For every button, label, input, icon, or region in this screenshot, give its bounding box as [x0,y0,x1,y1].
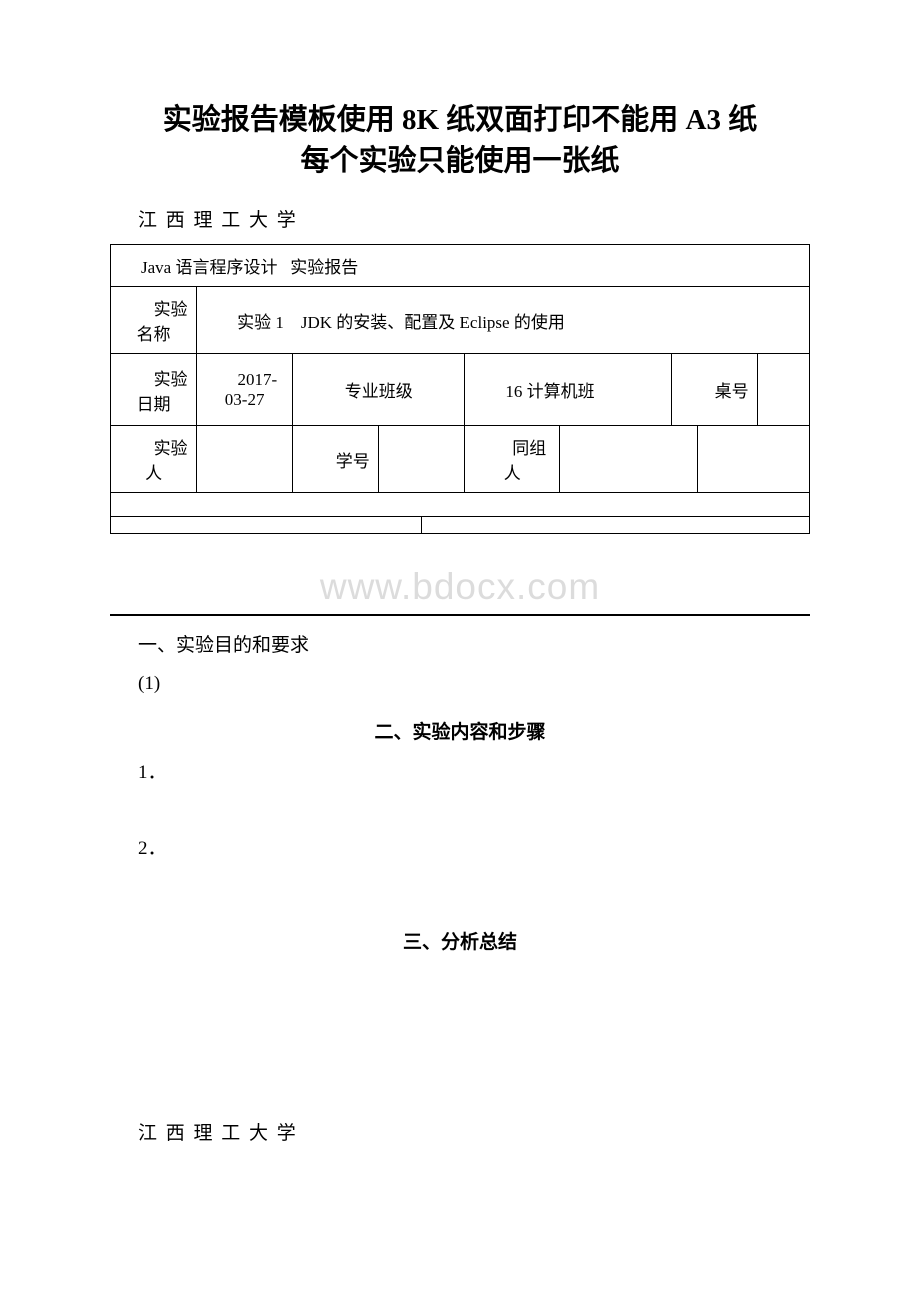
group-label: 同组人 [465,426,560,493]
major-value: 16 计算机班 [465,354,672,426]
divider-line [110,614,810,616]
watermark-text: www.bdocx.com [110,566,810,608]
major-label: 专业班级 [293,354,465,426]
title-line-2: 每个实验只能使用一张纸 [300,145,619,177]
exp-name-label: 实验名称 [111,287,197,354]
report-title-prefix: Java 语言程序设计 [141,258,277,277]
section-1-title: 一、实验目的和要求 [138,630,810,662]
title-line-1: 实验报告模板使用 8K 纸双面打印不能用 A3 纸 [163,104,758,136]
section-2-number-2: 2． [138,834,810,864]
university-name: 江 西 理 工 大 学 [138,205,810,232]
experimenter-value [197,426,293,493]
section-1-item: (1) [138,668,810,700]
section-3-title: 三、分析总结 [110,927,810,954]
report-title-suffix: 实验报告 [290,258,358,277]
university-name-bottom: 江 西 理 工 大 学 [138,1118,810,1145]
table-row [111,493,810,517]
watermark-container: www.bdocx.com [110,566,810,616]
table-row: 实验日期 2017-03-27 专业班级 16 计算机班 桌号 [111,354,810,426]
spacer [110,788,810,834]
desk-value [758,354,810,426]
document-title: 实验报告模板使用 8K 纸双面打印不能用 A3 纸 每个实验只能使用一张纸 [110,100,810,181]
empty-cell [111,517,422,534]
group-value [560,426,698,493]
table-row: Java 语言程序设计 实验报告 [111,245,810,287]
report-title-cell: Java 语言程序设计 实验报告 [111,245,810,287]
student-id-value [379,426,465,493]
exp-date-label: 实验日期 [111,354,197,426]
table-row: 实验名称 实验 1 JDK 的安装、配置及 Eclipse 的使用 [111,287,810,354]
student-id-label: 学号 [293,426,379,493]
spacer [110,865,810,911]
empty-cell [111,493,810,517]
empty-cell [422,517,810,534]
desk-label: 桌号 [672,354,758,426]
report-info-table: Java 语言程序设计 实验报告 实验名称 实验 1 JDK 的安装、配置及 E… [110,244,810,534]
section-2-number-1: 1． [138,758,810,788]
experimenter-label: 实验人 [111,426,197,493]
exp-date-value: 2017-03-27 [197,354,293,426]
table-row [111,517,810,534]
exp-name-value: 实验 1 JDK 的安装、配置及 Eclipse 的使用 [197,287,810,354]
table-row: 实验人 学号 同组人 [111,426,810,493]
empty-cell [697,426,809,493]
section-2-title: 二、实验内容和步骤 [110,717,810,744]
spacer [110,968,810,1118]
